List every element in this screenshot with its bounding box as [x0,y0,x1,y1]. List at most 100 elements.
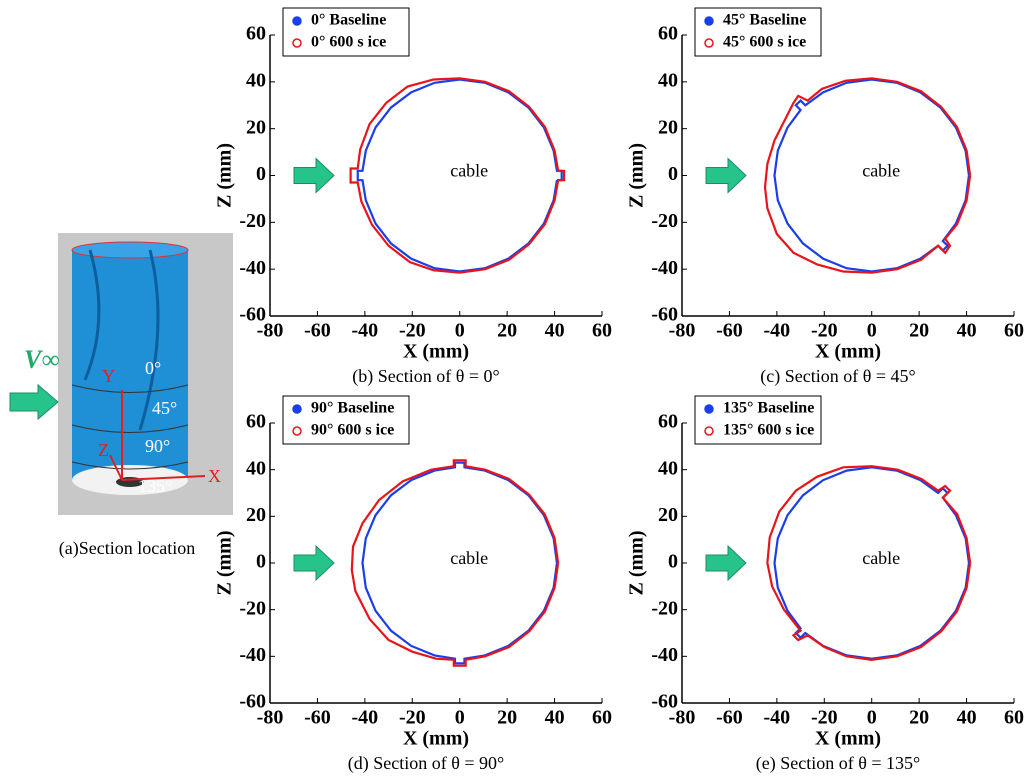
y-axis-label: Z (mm) [626,531,648,596]
y-tick-label: 20 [246,116,266,138]
flow-arrow [294,159,334,193]
legend-marker [705,17,713,25]
x-tick-label: -20 [811,707,838,729]
panel-caption: (a)Section location [59,538,195,559]
y-tick-label: 40 [246,457,266,479]
y-axis-label: Z (mm) [626,143,648,208]
x-tick-label: -40 [764,320,791,342]
x-tick-label: -60 [716,707,743,729]
y-tick-label: 0 [668,163,678,185]
x-tick-label: -60 [304,320,331,342]
axis-label: Z [98,440,109,460]
y-tick-label: 0 [256,163,266,185]
legend-label: 0° 600 s ice [311,34,386,51]
x-tick-label: -60 [304,707,331,729]
x-tick-label: 20 [497,320,517,342]
x-tick-label: 40 [545,707,565,729]
x-tick-label: 0 [455,707,465,729]
y-tick-label: 20 [658,116,678,138]
section-illustration: V∞ 0° 45° 90° 135° Y Z X (a)Section loca… [10,233,233,559]
legend-label: 135° 600 s ice [723,422,814,439]
y-axis-label: Z (mm) [214,531,236,596]
y-tick-label: -40 [239,257,266,279]
panel-caption: (d) Section of θ = 90° [348,753,504,774]
x-tick-label: 60 [1004,320,1024,342]
y-tick-label: -40 [651,644,678,666]
legend-marker [293,17,301,25]
x-tick-label: -20 [399,320,426,342]
x-tick-label: 40 [545,320,565,342]
y-tick-label: -60 [239,304,266,326]
y-tick-label: -20 [651,597,678,619]
figure: V∞ 0° 45° 90° 135° Y Z X (a)Section loca… [0,0,1026,774]
x-axis-label: X (mm) [403,341,469,363]
x-tick-label: -20 [811,320,838,342]
y-tick-label: 40 [246,69,266,91]
y-tick-label: 0 [668,551,678,573]
y-tick-label: 40 [658,69,678,91]
section-label: 0° [145,358,161,378]
legend-marker [293,405,301,413]
y-tick-label: 20 [658,504,678,526]
x-axis-label: X (mm) [815,341,881,363]
flow-arrow [706,546,746,580]
y-tick-label: 20 [246,504,266,526]
legend-label: 45° 600 s ice [723,34,806,51]
x-tick-label: 60 [592,320,612,342]
annotation: cable [450,548,488,568]
x-axis-label: X (mm) [815,728,881,750]
x-tick-label: 20 [909,320,929,342]
legend-label: 0° Baseline [311,12,386,29]
axis-label: Y [102,366,115,386]
velocity-label: V∞ [24,345,60,374]
x-tick-label: -20 [399,707,426,729]
x-tick-label: 60 [592,707,612,729]
legend-marker [705,427,713,435]
flow-arrow [706,159,746,193]
panel-caption: (c) Section of θ = 45° [760,366,915,387]
y-tick-label: 0 [256,551,266,573]
y-tick-label: -20 [651,210,678,232]
legend-marker [293,39,301,47]
x-tick-label: -40 [352,320,379,342]
y-tick-label: -20 [239,210,266,232]
annotation: cable [862,548,900,568]
y-tick-label: -60 [239,691,266,713]
legend-label: 135° Baseline [723,400,814,417]
y-tick-label: -60 [651,304,678,326]
annotation: cable [450,161,488,181]
flow-arrow [294,546,334,580]
legend-label: 90° 600 s ice [311,422,394,439]
section-label: 45° [152,398,177,418]
y-tick-label: -40 [651,257,678,279]
x-tick-label: 60 [1004,707,1024,729]
y-tick-label: 60 [658,411,678,433]
x-tick-label: 40 [957,320,977,342]
y-tick-label: -20 [239,597,266,619]
legend-marker [705,405,713,413]
y-tick-label: -40 [239,644,266,666]
y-tick-label: 40 [658,457,678,479]
legend-marker [293,427,301,435]
axis-label: X [208,466,221,486]
x-tick-label: 20 [909,707,929,729]
annotation: cable [862,161,900,181]
y-axis-label: Z (mm) [214,143,236,208]
cylinder-top [72,242,188,258]
y-tick-label: 60 [246,23,266,45]
legend-marker [705,39,713,47]
x-tick-label: 0 [867,707,877,729]
x-tick-label: 40 [957,707,977,729]
legend-label: 90° Baseline [311,400,394,417]
section-label: 90° [145,436,170,456]
x-tick-label: 0 [455,320,465,342]
y-tick-label: -60 [651,691,678,713]
y-tick-label: 60 [246,411,266,433]
x-tick-label: 20 [497,707,517,729]
legend-label: 45° Baseline [723,12,806,29]
x-tick-label: -40 [764,707,791,729]
x-tick-label: -40 [352,707,379,729]
